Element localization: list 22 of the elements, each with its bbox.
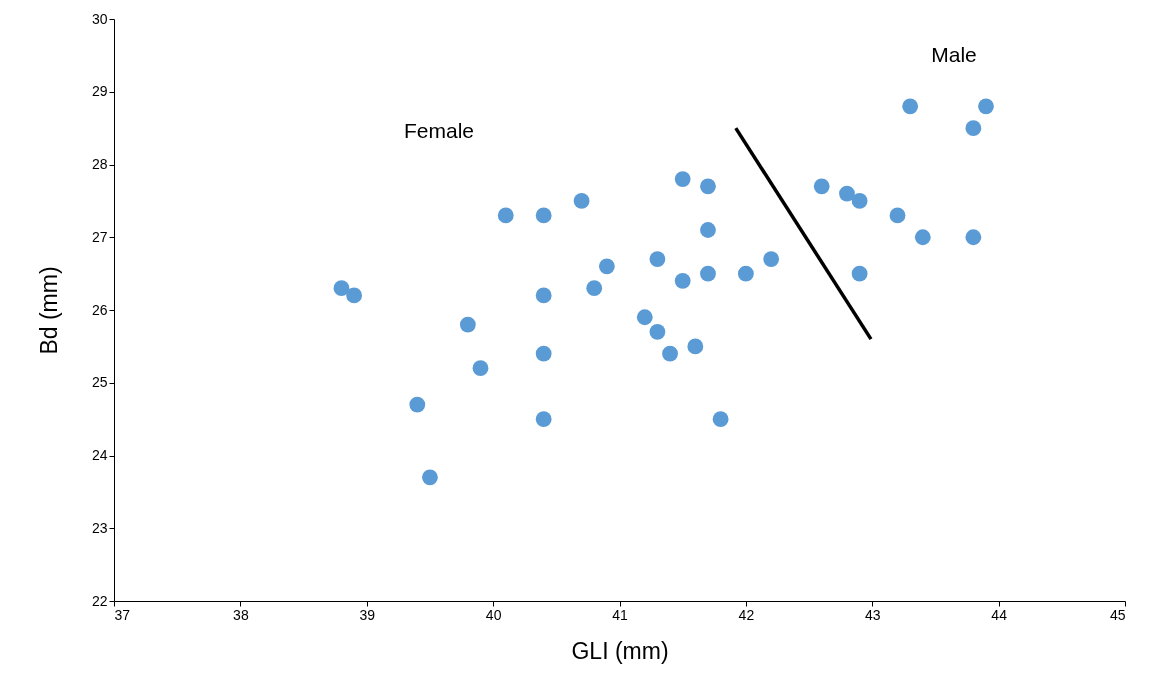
y-tick-label: 22 bbox=[91, 592, 108, 609]
x-tick-label: 45 bbox=[1109, 606, 1126, 623]
y-tick-label: 23 bbox=[91, 519, 108, 536]
x-tick-label: 39 bbox=[359, 606, 376, 623]
x-tick-label: 37 bbox=[114, 606, 131, 623]
x-tick-label: 40 bbox=[485, 606, 502, 623]
y-tick-label: 30 bbox=[91, 10, 108, 27]
y-tick-label: 28 bbox=[91, 156, 108, 172]
x-tick-label: 41 bbox=[612, 606, 628, 623]
x-axis-title: GLI (mm) bbox=[571, 637, 669, 664]
x-tick-label: 42 bbox=[738, 606, 755, 623]
x-tick-label: 43 bbox=[864, 606, 881, 623]
y-tick-label: 25 bbox=[91, 374, 108, 391]
annotation: Female bbox=[403, 119, 475, 142]
x-tick-label: 38 bbox=[233, 606, 249, 623]
y-tick-label: 24 bbox=[91, 447, 108, 463]
annotation: Male bbox=[931, 43, 977, 66]
y-tick-label: 26 bbox=[91, 301, 108, 318]
y-tick-label: 27 bbox=[91, 228, 108, 245]
x-tick-label: 44 bbox=[991, 606, 1008, 623]
y-tick-label: 29 bbox=[91, 83, 108, 100]
y-axis-title: Bd (mm) bbox=[35, 266, 62, 355]
